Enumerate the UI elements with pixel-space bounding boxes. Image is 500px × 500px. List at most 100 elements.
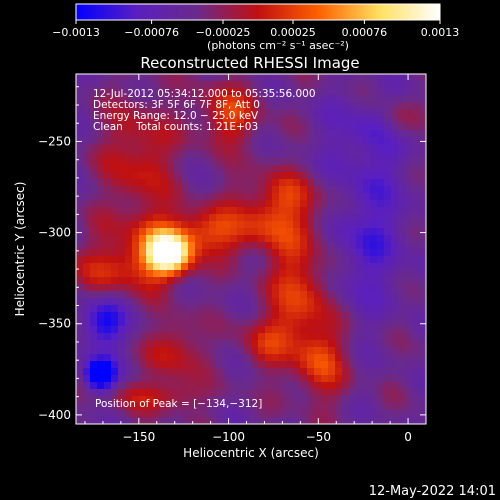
heatmap-cell — [181, 95, 189, 103]
heatmap-cell — [209, 347, 217, 355]
heatmap-cell — [188, 284, 196, 292]
heatmap-cell — [216, 389, 224, 397]
heatmap-cell — [286, 193, 294, 201]
heatmap-cell — [216, 340, 224, 348]
heatmap-cell — [223, 270, 231, 278]
heatmap-cell — [237, 333, 245, 341]
heatmap-cell — [188, 410, 196, 418]
heatmap-cell — [132, 312, 140, 320]
heatmap-cell — [300, 228, 308, 236]
heatmap-cell — [104, 228, 112, 236]
heatmap-cell — [370, 326, 378, 334]
heatmap-cell — [405, 319, 413, 327]
heatmap-cell — [160, 382, 168, 390]
heatmap-cell — [349, 200, 357, 208]
heatmap-cell — [405, 417, 413, 425]
heatmap-cell — [111, 144, 119, 152]
heatmap-cell — [363, 88, 371, 96]
heatmap-cell — [167, 354, 175, 362]
heatmap-cell — [300, 179, 308, 187]
heatmap-cell — [419, 95, 427, 103]
heatmap-cell — [384, 116, 392, 124]
heatmap-cell — [412, 270, 420, 278]
heatmap-cell — [188, 263, 196, 271]
heatmap-cell — [146, 361, 154, 369]
heatmap-cell — [209, 130, 217, 138]
heatmap-cell — [230, 158, 238, 166]
heatmap-cell — [174, 165, 182, 173]
heatmap-cell — [398, 417, 406, 425]
heatmap-cell — [349, 74, 357, 82]
heatmap-cell — [293, 116, 301, 124]
heatmap-cell — [181, 410, 189, 418]
heatmap-cell — [195, 305, 203, 313]
heatmap-cell — [307, 403, 315, 411]
heatmap-cell — [237, 340, 245, 348]
heatmap-cell — [230, 151, 238, 159]
heatmap-cell — [230, 256, 238, 264]
heatmap-cell — [146, 158, 154, 166]
heatmap-cell — [377, 235, 385, 243]
heatmap-cell — [230, 102, 238, 110]
heatmap-cell — [251, 291, 259, 299]
heatmap-cell — [349, 123, 357, 131]
heatmap-cell — [272, 291, 280, 299]
heatmap-cell — [272, 368, 280, 376]
heatmap-cell — [391, 263, 399, 271]
heatmap-cell — [132, 361, 140, 369]
heatmap-cell — [230, 116, 238, 124]
heatmap-cell — [356, 326, 364, 334]
heatmap-cell — [83, 200, 91, 208]
heatmap-cell — [335, 193, 343, 201]
heatmap-cell — [167, 382, 175, 390]
heatmap-cell — [97, 88, 105, 96]
heatmap-cell — [300, 319, 308, 327]
heatmap-cell — [237, 291, 245, 299]
heatmap-cell — [188, 130, 196, 138]
heatmap-cell — [398, 291, 406, 299]
heatmap-cell — [83, 193, 91, 201]
heatmap-cell — [321, 284, 329, 292]
heatmap-cell — [195, 242, 203, 250]
heatmap-cell — [216, 382, 224, 390]
heatmap-cell — [216, 179, 224, 187]
heatmap-cell — [83, 123, 91, 131]
heatmap-cell — [342, 361, 350, 369]
heatmap-cell — [363, 361, 371, 369]
heatmap-cell — [125, 81, 133, 89]
heatmap-cell — [174, 74, 182, 82]
heatmap-cell — [314, 116, 322, 124]
heatmap-cell — [139, 165, 147, 173]
heatmap-cell — [405, 88, 413, 96]
heatmap-cell — [300, 200, 308, 208]
heatmap-cell — [307, 319, 315, 327]
heatmap-cell — [279, 375, 287, 383]
heatmap-cell — [111, 165, 119, 173]
heatmap-cell — [97, 74, 105, 82]
heatmap-cell — [209, 396, 217, 404]
heatmap-cell — [384, 165, 392, 173]
heatmap-cell — [118, 347, 126, 355]
heatmap-cell — [111, 340, 119, 348]
heatmap-cell — [272, 375, 280, 383]
heatmap-cell — [139, 403, 147, 411]
heatmap-cell — [202, 151, 210, 159]
heatmap-cell — [216, 242, 224, 250]
heatmap-cell — [181, 333, 189, 341]
heatmap-cell — [272, 81, 280, 89]
heatmap-cell — [321, 249, 329, 257]
heatmap-cell — [342, 312, 350, 320]
heatmap-cell — [363, 116, 371, 124]
heatmap-cell — [76, 151, 84, 159]
heatmap-cell — [139, 123, 147, 131]
heatmap-cell — [307, 382, 315, 390]
heatmap-cell — [335, 95, 343, 103]
heatmap-cell — [230, 130, 238, 138]
heatmap-cell — [153, 165, 161, 173]
heatmap-cell — [174, 389, 182, 397]
heatmap-cell — [139, 242, 147, 250]
heatmap-cell — [132, 242, 140, 250]
heatmap-cell — [237, 417, 245, 425]
heatmap-cell — [328, 368, 336, 376]
heatmap-cell — [167, 214, 175, 222]
